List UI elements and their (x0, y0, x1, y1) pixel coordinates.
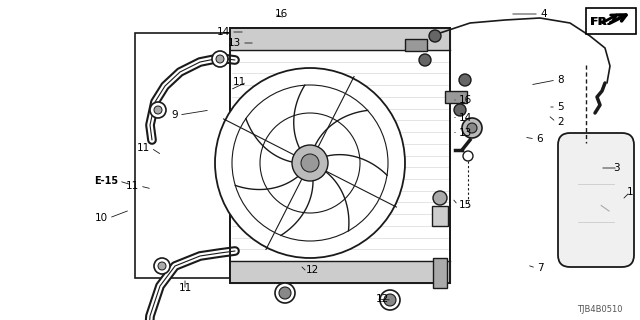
Circle shape (154, 258, 170, 274)
FancyBboxPatch shape (558, 133, 634, 267)
Bar (586, 8, 636, 34)
Bar (433, 258, 447, 288)
Text: 13: 13 (228, 38, 241, 48)
Text: TJB4B0510: TJB4B0510 (577, 306, 623, 315)
Bar (230, 28, 450, 283)
Bar (405, 39, 427, 51)
Text: FR.: FR. (590, 17, 611, 27)
Text: 14: 14 (459, 113, 472, 123)
Circle shape (459, 74, 471, 86)
Text: E-15: E-15 (94, 176, 118, 186)
Text: 15: 15 (459, 200, 472, 210)
Circle shape (380, 290, 400, 310)
Text: 1: 1 (627, 187, 633, 197)
Circle shape (150, 102, 166, 118)
Circle shape (215, 68, 405, 258)
Circle shape (275, 283, 295, 303)
Text: 11: 11 (125, 181, 139, 191)
Circle shape (454, 104, 466, 116)
Circle shape (384, 294, 396, 306)
Text: 7: 7 (537, 263, 543, 273)
Text: 11: 11 (137, 143, 150, 153)
Text: 13: 13 (459, 128, 472, 138)
Text: 6: 6 (536, 134, 543, 144)
Circle shape (419, 54, 431, 66)
Text: 8: 8 (557, 75, 564, 85)
Circle shape (429, 30, 441, 42)
Circle shape (292, 145, 328, 181)
Bar (135, 33, 335, 278)
Circle shape (433, 191, 447, 205)
Text: 2: 2 (557, 117, 564, 127)
Text: 16: 16 (275, 9, 288, 19)
Text: 11: 11 (179, 283, 191, 293)
Circle shape (158, 262, 166, 270)
Circle shape (212, 51, 228, 67)
Circle shape (463, 151, 473, 161)
Circle shape (301, 154, 319, 172)
Circle shape (462, 118, 482, 138)
Text: 16: 16 (459, 95, 472, 105)
Circle shape (216, 55, 224, 63)
Circle shape (467, 123, 477, 133)
Bar (432, 206, 448, 226)
Text: 3: 3 (613, 163, 620, 173)
Text: 5: 5 (557, 102, 564, 112)
Circle shape (279, 287, 291, 299)
Bar (445, 91, 467, 103)
Text: 12: 12 (376, 294, 389, 304)
Text: 9: 9 (172, 110, 178, 120)
Circle shape (154, 106, 162, 114)
Text: 14: 14 (217, 27, 230, 37)
Text: 4: 4 (540, 9, 547, 19)
Text: FR.: FR. (591, 17, 611, 27)
Text: 12: 12 (306, 265, 319, 275)
Text: 10: 10 (95, 213, 108, 223)
Text: 11: 11 (233, 77, 246, 87)
